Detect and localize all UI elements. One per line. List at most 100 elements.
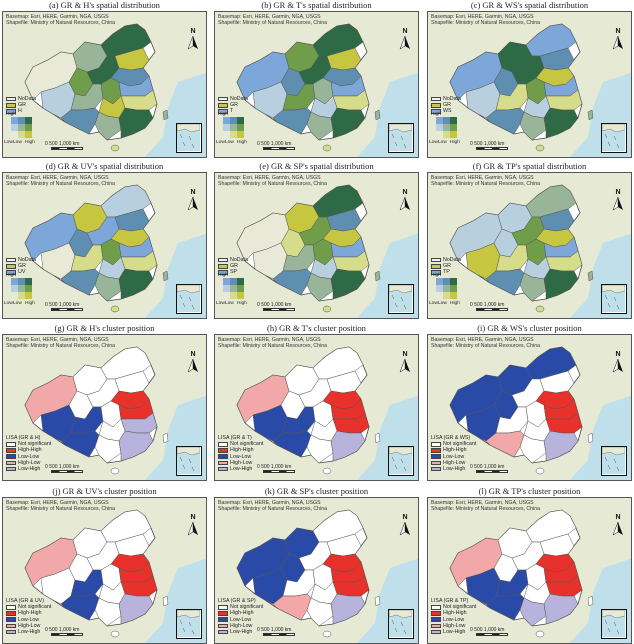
map-canvas <box>215 173 418 318</box>
south-china-sea-inset <box>176 123 202 153</box>
bivariate-cell <box>223 292 230 299</box>
legend-swatch <box>218 448 228 453</box>
legend-swatch <box>218 623 228 629</box>
panel-title: (g) GR & H's cluster position <box>54 323 155 333</box>
bivariate-cell <box>237 278 244 285</box>
legend-swatch <box>218 460 228 466</box>
bivariate-cell <box>11 124 18 131</box>
bivariate-cell <box>237 292 244 299</box>
legend-item: Low-High <box>218 466 263 472</box>
scale-bar <box>263 633 295 636</box>
legend-swatch <box>431 109 441 114</box>
bivariate-cell <box>436 117 443 124</box>
legend-item: NoData <box>6 96 36 102</box>
legend-item: Not significant <box>6 604 51 610</box>
north-label: N <box>402 28 408 35</box>
map-frame: Basemap: Esri, HERE, Garmin, NGA, USGS Sh… <box>2 11 207 158</box>
legend-item: NoData <box>218 96 248 102</box>
south-china-sea-inset <box>388 446 414 476</box>
bivariate-cell <box>223 131 230 138</box>
legend-swatch <box>431 466 441 472</box>
panel-title: (b) GR & T's spatial distribution <box>261 0 372 10</box>
map-frame: Basemap: Esri, HERE, Garmin, NGA, USGS Sh… <box>427 11 632 158</box>
legend-title: LISA (GR & UV) <box>6 598 44 604</box>
province-region <box>306 434 334 464</box>
legend-label: High-High <box>230 447 254 454</box>
hainan-region <box>535 467 545 475</box>
legend-label: NoData <box>443 96 461 102</box>
legend-item: Low-Low <box>431 617 476 623</box>
legend-item: High-Low <box>431 460 476 466</box>
map-canvas <box>428 173 631 318</box>
basemap-credit: Basemap: Esri, HERE, Garmin, NGA, USGS Sh… <box>218 337 327 349</box>
hainan-region <box>322 630 332 638</box>
bivariate-cell <box>237 285 244 292</box>
bivariate-low-label: Low <box>429 140 438 145</box>
legend-swatch <box>218 454 228 459</box>
credit-line: Basemap: Esri, HERE, Garmin, NGA, USGS <box>218 337 321 343</box>
map-frame: Basemap: Esri, HERE, Garmin, NGA, USGS Sh… <box>214 11 419 158</box>
bivariate-cell <box>436 131 443 138</box>
legend-swatch <box>431 629 441 635</box>
map-frame: Basemap: Esri, HERE, Garmin, NGA, USGS Sh… <box>427 497 632 644</box>
south-china-sea-inset <box>388 284 414 314</box>
bivariate-high-x-label: High <box>450 140 460 145</box>
legend-item: GR <box>218 102 248 108</box>
legend-label: Low-High <box>230 628 253 635</box>
bivariate-low-x-label: Low <box>438 140 447 145</box>
south-china-sea-inset <box>388 123 414 153</box>
north-arrow-icon: N <box>611 351 625 373</box>
map-canvas <box>428 335 631 480</box>
bivariate-cell <box>237 117 244 124</box>
legend-swatch <box>431 617 441 622</box>
legend-swatch <box>6 448 16 453</box>
bivariate-cell <box>443 285 450 292</box>
legend-item: High-High <box>431 610 476 616</box>
legend-swatch <box>6 454 16 459</box>
legend-item: Not significant <box>218 441 263 447</box>
legend-label: NoData <box>230 96 248 102</box>
legend-label: Not significant <box>230 604 264 611</box>
map-legend: NoData GR T <box>218 96 248 115</box>
legend-item: Low-Low <box>218 454 263 460</box>
map-frame: Basemap: Esri, HERE, Garmin, NGA, USGS Sh… <box>2 497 207 644</box>
map-canvas <box>215 12 418 157</box>
legend-swatch <box>218 605 228 610</box>
legend-label: NoData <box>18 257 36 263</box>
map-frame: Basemap: Esri, HERE, Garmin, NGA, USGS Sh… <box>214 497 419 644</box>
bivariate-cell <box>443 124 450 131</box>
map-frame: Basemap: Esri, HERE, Garmin, NGA, USGS Sh… <box>214 334 419 481</box>
hainan-region <box>110 467 120 475</box>
legend-label: Low-High <box>443 628 466 635</box>
bivariate-cell <box>436 292 443 299</box>
legend-label: High-High <box>443 610 467 617</box>
panel-title: (l) GR & TP's cluster position <box>478 486 581 496</box>
map-legend: LISA (GR & TP) Not significant High-High Lo… <box>431 598 476 635</box>
map-canvas <box>3 335 206 480</box>
taiwan-region <box>162 595 169 607</box>
map-panel-i: (i) GR & WS's cluster position Basemap: E… <box>427 323 632 481</box>
bivariate-cell <box>230 278 237 285</box>
legend-swatch <box>6 605 16 610</box>
province-region <box>118 430 154 462</box>
credit-line: Basemap: Esri, HERE, Garmin, NGA, USGS <box>6 175 109 181</box>
bivariate-high-label: High <box>431 112 441 117</box>
credit-line: Shapefile: Ministry of Natural Resources… <box>431 506 540 512</box>
legend-label: Low-Low <box>230 616 252 623</box>
scale-bar <box>476 470 508 473</box>
basemap-credit: Basemap: Esri, HERE, Garmin, NGA, USGS Sh… <box>431 500 540 512</box>
map-canvas <box>3 12 206 157</box>
legend-swatch <box>6 466 16 472</box>
legend-label: GR <box>18 263 26 270</box>
legend-label: T <box>230 108 234 115</box>
bivariate-cell <box>11 278 18 285</box>
bivariate-high-x-label: High <box>237 140 247 145</box>
legend-label: High-High <box>230 610 254 617</box>
panel-title: (i) GR & WS's cluster position <box>477 323 582 333</box>
bivariate-cell <box>18 292 25 299</box>
map-frame: Basemap: Esri, HERE, Garmin, NGA, USGS Sh… <box>214 172 419 319</box>
legend-label: TP <box>443 269 450 276</box>
legend-swatch <box>431 454 441 459</box>
map-legend: LISA (GR & H) Not significant High-High Low… <box>6 435 51 472</box>
legend-swatch <box>218 103 228 108</box>
